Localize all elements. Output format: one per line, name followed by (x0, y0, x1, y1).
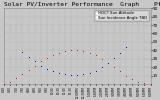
Point (39, 65, 42, 66)
Point (27, 69, 30, 70)
Point (113, 66, 115, 68)
Point (131, 78, 134, 80)
Point (27, 56, 30, 58)
Point (58, 52, 60, 54)
Point (76, 74, 79, 76)
Point (39, 60, 42, 62)
Point (125, 46, 128, 48)
Point (88, 72, 91, 74)
Point (137, 81, 140, 82)
Point (21, 51, 24, 53)
Point (82, 50, 85, 52)
Point (107, 62, 109, 64)
Point (94, 70, 97, 71)
Point (143, 82, 146, 84)
Text: Solar PV/Inverter Performance  Graph    Pt. Reyes, CA  12/21/2012: Solar PV/Inverter Performance Graph Pt. … (4, 2, 160, 7)
Point (46, 68, 48, 70)
Point (107, 62, 109, 64)
Legend: HOC? Sun Altitude, Sun Incidence Angle TBD: HOC? Sun Altitude, Sun Incidence Angle T… (94, 10, 149, 21)
Point (64, 50, 66, 52)
Point (88, 52, 91, 54)
Point (58, 72, 60, 74)
Point (82, 73, 85, 75)
Point (125, 75, 128, 76)
Point (52, 55, 54, 56)
Point (33, 60, 36, 62)
Point (119, 71, 121, 72)
Point (113, 57, 115, 59)
Point (94, 55, 97, 56)
Point (70, 50, 72, 51)
Point (21, 73, 24, 75)
Point (149, 83, 152, 85)
Point (3, 83, 5, 85)
Point (100, 66, 103, 68)
Point (76, 50, 79, 51)
Point (46, 57, 48, 59)
Point (64, 73, 66, 75)
Point (100, 58, 103, 60)
Point (70, 74, 72, 76)
Point (33, 65, 36, 66)
Point (15, 77, 18, 79)
Point (52, 71, 54, 72)
Point (9, 81, 12, 82)
Point (119, 52, 121, 54)
